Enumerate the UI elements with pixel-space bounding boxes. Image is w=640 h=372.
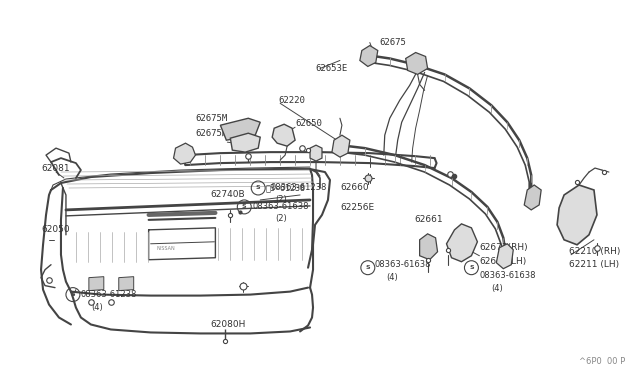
Text: 62675N: 62675N <box>195 129 228 138</box>
Text: (4): (4) <box>91 303 102 312</box>
Text: 62080H: 62080H <box>211 320 246 329</box>
Text: 62256E: 62256E <box>340 203 374 212</box>
Text: (2): (2) <box>275 214 287 223</box>
Polygon shape <box>173 143 195 164</box>
Polygon shape <box>119 277 134 291</box>
Text: 62050: 62050 <box>41 225 70 234</box>
Text: NISSAN: NISSAN <box>156 246 175 251</box>
Polygon shape <box>497 244 513 269</box>
Text: 62675M: 62675M <box>195 114 228 123</box>
Polygon shape <box>89 277 104 291</box>
Text: 62220: 62220 <box>278 96 305 105</box>
Polygon shape <box>524 185 541 210</box>
Text: ࠶3-61238: ࠶3-61238 <box>265 183 305 192</box>
Text: 08363-61638: 08363-61638 <box>479 271 536 280</box>
Text: 62081: 62081 <box>41 164 70 173</box>
Polygon shape <box>360 45 378 67</box>
Text: S: S <box>70 292 76 297</box>
Text: 62210 (RH): 62210 (RH) <box>569 247 620 256</box>
Polygon shape <box>332 135 350 157</box>
Polygon shape <box>230 133 260 152</box>
Polygon shape <box>272 124 295 146</box>
Text: (4): (4) <box>386 273 397 282</box>
Text: 08363-61638: 08363-61638 <box>252 202 308 211</box>
Text: S: S <box>242 205 246 209</box>
Text: 08363-61238: 08363-61238 <box>270 183 326 192</box>
Text: S: S <box>365 265 370 270</box>
Text: (2): (2) <box>275 195 287 205</box>
Text: S: S <box>256 186 260 190</box>
Polygon shape <box>447 224 477 262</box>
Polygon shape <box>406 52 428 74</box>
Text: 62740B: 62740B <box>211 190 245 199</box>
Text: 62650: 62650 <box>295 119 322 128</box>
Polygon shape <box>420 234 438 260</box>
Text: 62674(LH): 62674(LH) <box>479 257 527 266</box>
Text: S: S <box>469 265 474 270</box>
Text: 62661: 62661 <box>415 215 444 224</box>
Text: ^6P0  00 P: ^6P0 00 P <box>579 357 625 366</box>
Text: 62675: 62675 <box>380 38 406 47</box>
Polygon shape <box>220 118 260 140</box>
Text: (4): (4) <box>492 284 503 293</box>
Text: 62660: 62660 <box>340 183 369 192</box>
Text: 08363-61638: 08363-61638 <box>375 260 431 269</box>
Text: 62653E: 62653E <box>315 64 348 73</box>
Text: 62673(RH): 62673(RH) <box>479 243 528 252</box>
Polygon shape <box>310 145 322 161</box>
Text: 08363-61238: 08363-61238 <box>81 290 137 299</box>
Polygon shape <box>557 185 597 245</box>
Text: 62211 (LH): 62211 (LH) <box>569 260 619 269</box>
